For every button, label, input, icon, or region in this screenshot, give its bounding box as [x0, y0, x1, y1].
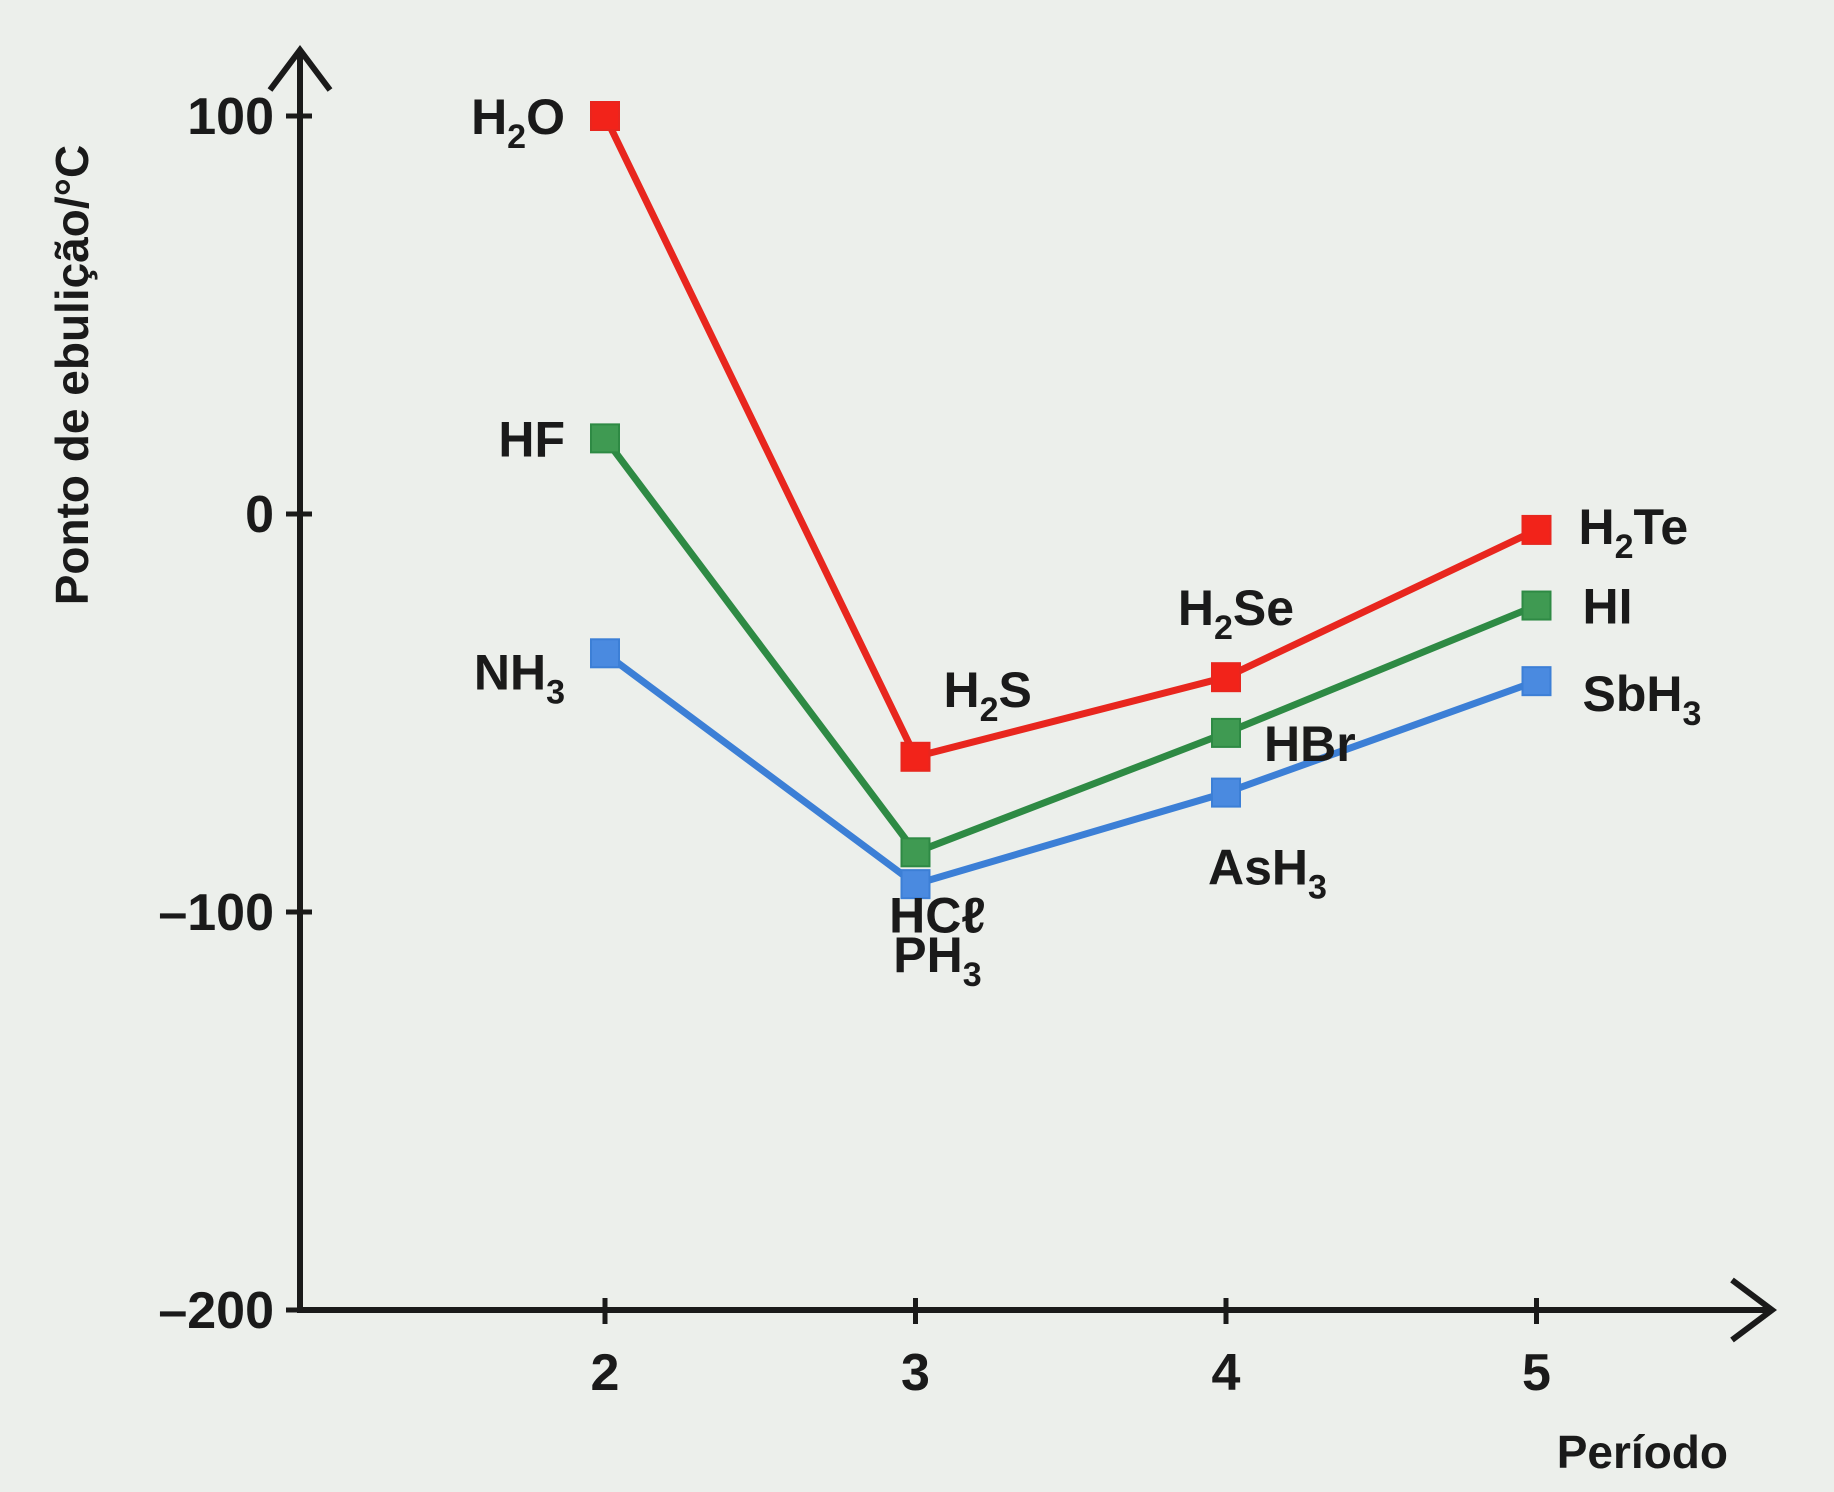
group17-series: [590, 423, 1552, 868]
y-tick-label: 100: [187, 88, 274, 146]
data-point-marker: [900, 869, 931, 900]
data-point-marker: [590, 638, 620, 669]
point-labels: H2O H2S H2Se H2Te HF HCℓ HBr HI NH3 PH3 AsH3 SbH3: [471, 89, 1701, 994]
point-label: HF: [498, 411, 565, 467]
y-tick-label: –200: [158, 1282, 274, 1340]
point-label: H2S: [944, 662, 1032, 729]
data-point-marker: [1521, 666, 1552, 697]
y-axis-arrow-icon: [267, 45, 333, 92]
data-point-marker: [1211, 717, 1241, 748]
y-tick-label: –100: [158, 884, 274, 942]
point-label: SbH3: [1583, 666, 1702, 733]
x-tick-label: 5: [1522, 1344, 1551, 1402]
series-layer: [590, 101, 1552, 900]
x-axis-arrow-icon: [1730, 1277, 1777, 1343]
point-label: H2Te: [1579, 499, 1689, 566]
point-label: AsH3: [1208, 840, 1327, 907]
y-axis-title: Ponto de ebulição/°C: [46, 145, 98, 606]
y-tick-label: 0: [245, 486, 274, 544]
group16-series: [590, 101, 1552, 772]
point-label: H2Se: [1178, 580, 1294, 647]
point-label: HBr: [1264, 716, 1356, 772]
x-tick-label: 2: [591, 1344, 620, 1402]
data-point-marker: [590, 101, 620, 131]
data-point-marker: [590, 423, 620, 454]
point-label: HCℓ: [889, 887, 986, 943]
point-label: H2O: [471, 89, 565, 156]
group15-series: [590, 638, 1552, 900]
series-line: [601, 114, 1538, 761]
series-line: [602, 436, 1538, 856]
data-point-marker: [1521, 514, 1552, 545]
point-label: HI: [1583, 579, 1633, 635]
x-tick-label: 4: [1212, 1344, 1241, 1402]
data-point-marker: [900, 741, 931, 772]
data-point-marker: [900, 837, 931, 868]
data-point-marker: [1521, 590, 1552, 621]
data-point-marker: [1211, 662, 1241, 693]
x-axis-title: Período: [1557, 1426, 1728, 1478]
x-tick-label: 3: [901, 1344, 930, 1402]
axes: 100 0 –100 –200 2 3 4 5: [158, 45, 1777, 1402]
point-label: NH3: [474, 644, 565, 711]
series-line: [602, 650, 1538, 888]
point-label: PH3: [893, 927, 981, 994]
data-point-marker: [1211, 777, 1241, 808]
